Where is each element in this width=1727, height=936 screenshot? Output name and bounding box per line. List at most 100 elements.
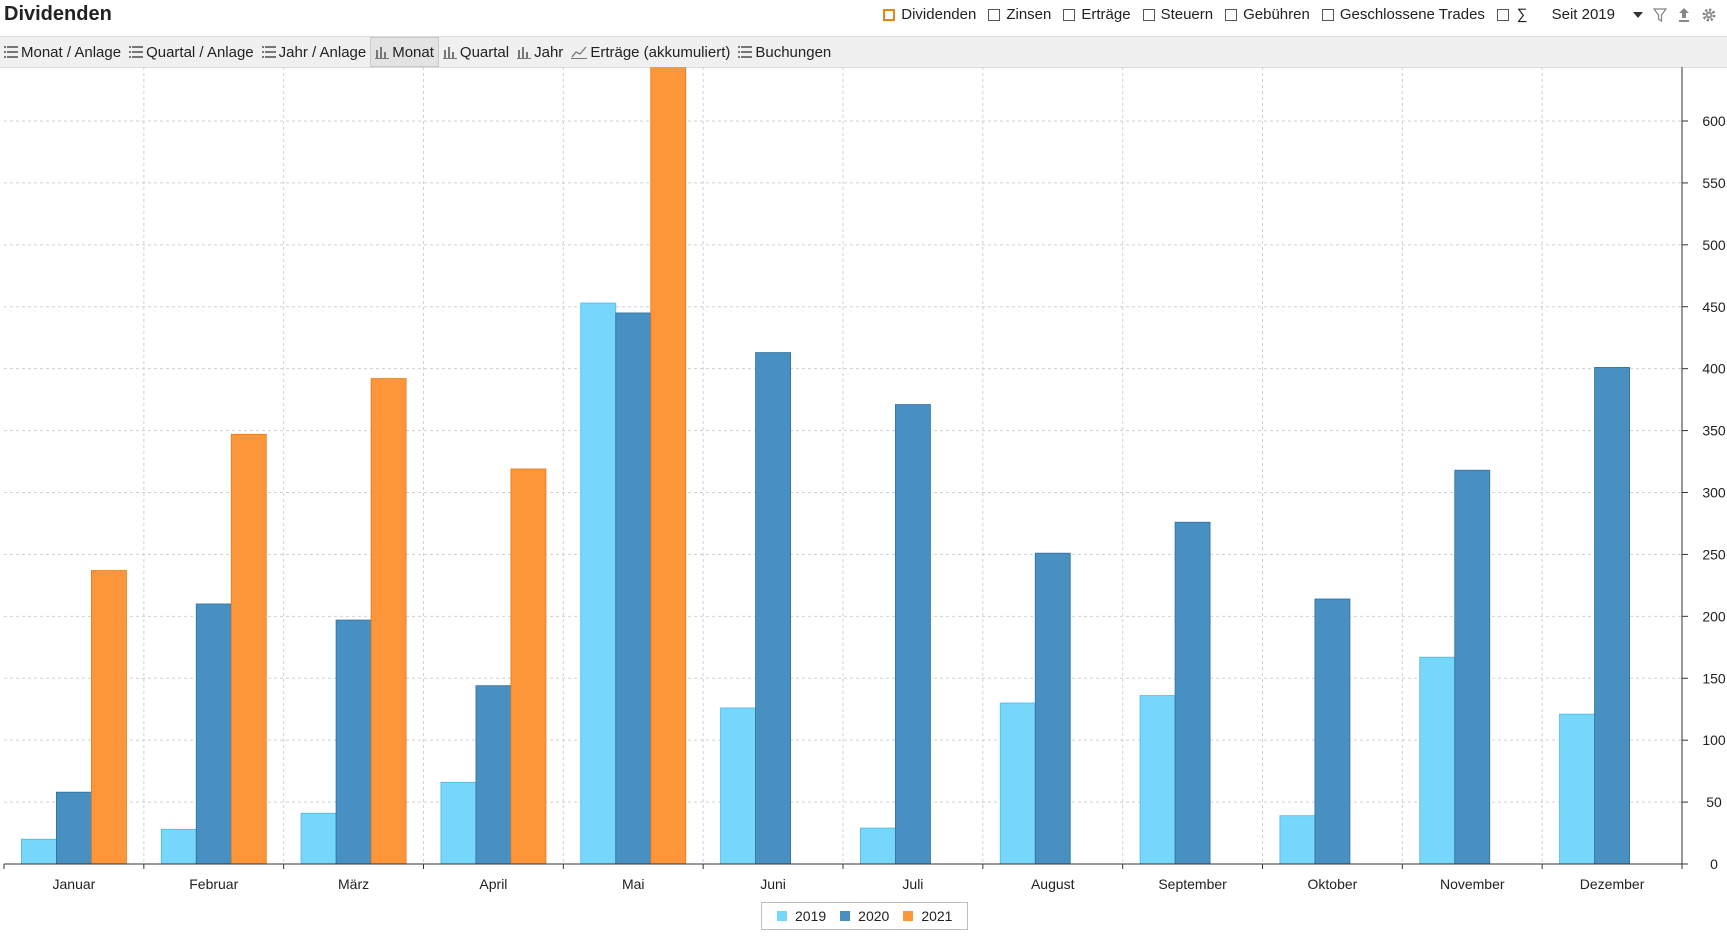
page-title: Dividenden	[4, 3, 112, 25]
y-tick-label: 500	[1702, 237, 1726, 253]
export-icon[interactable]	[1677, 7, 1691, 23]
legend-swatch-2020	[840, 911, 851, 921]
bar-2020-2	[335, 619, 372, 865]
x-tick-label: Mai	[622, 876, 645, 892]
bar-2019-5	[720, 707, 756, 865]
y-tick-label: 0	[1710, 856, 1718, 872]
bar-2020-3	[475, 685, 512, 865]
filter-zinsen[interactable]: Zinsen	[988, 6, 1051, 23]
filter-steuern[interactable]: Steuern	[1142, 6, 1214, 23]
legend-label: 2019	[795, 908, 827, 924]
bar-2021-2	[370, 378, 407, 865]
gear-icon[interactable]	[1701, 7, 1717, 23]
x-tick-label: April	[479, 876, 507, 892]
y-tick-label: 300	[1702, 485, 1726, 501]
bar-2020-7	[1034, 552, 1071, 865]
tab-label: Erträge (akkumuliert)	[590, 43, 731, 61]
filter-icon[interactable]	[1653, 7, 1667, 23]
bar-2020-0	[56, 791, 92, 865]
bar-2021-3	[510, 468, 547, 865]
tab-label: Jahr	[534, 43, 564, 61]
x-tick-label: Juni	[760, 876, 786, 892]
bar-2020-4	[615, 312, 652, 865]
period-label: Seit 2019	[1551, 6, 1615, 23]
filter-label: Dividenden	[901, 6, 977, 23]
bar-2019-7	[999, 702, 1036, 865]
line-chart-icon	[571, 45, 588, 59]
y-tick-label: 250	[1702, 546, 1726, 562]
header-bar: Dividenden Dividenden Zinsen Erträge Ste…	[0, 0, 1727, 34]
bar-2021-1	[230, 433, 267, 865]
bar-2019-10	[1419, 656, 1456, 865]
tab-label: Quartal	[459, 43, 510, 61]
filter-geschlossene-trades[interactable]: Geschlossene Trades	[1321, 6, 1485, 23]
tab-label: Quartal / Anlage	[146, 43, 254, 61]
bar-2020-8	[1174, 521, 1211, 865]
x-tick-label: Juli	[902, 876, 923, 892]
filter-dividenden[interactable]: Dividenden	[883, 6, 976, 23]
filter-ertraege[interactable]: Erträge	[1063, 6, 1131, 23]
tab-label: Buchungen	[755, 43, 832, 61]
tab-label: Monat / Anlage	[21, 43, 122, 61]
x-tick-label: November	[1440, 876, 1505, 892]
tab-jahr-anlage[interactable]: Jahr / Anlage	[258, 38, 371, 66]
list-icon	[4, 45, 18, 59]
legend-item-2020[interactable]: 2020	[840, 908, 889, 924]
legend-swatch-2019	[777, 911, 787, 921]
checkbox-steuern[interactable]	[1142, 8, 1155, 21]
y-tick-label: 100	[1702, 732, 1726, 748]
checkbox-geschlossene-trades[interactable]	[1321, 8, 1334, 21]
y-tick-label: 50	[1706, 794, 1722, 810]
sum-symbol: ∑	[1516, 6, 1528, 23]
chart-area: Januar Februar März April Mai Juni Juli August S…	[0, 64, 1727, 931]
bar-2019-0	[21, 838, 57, 865]
legend-label: 2020	[858, 908, 890, 924]
bar-2020-6	[895, 404, 931, 865]
x-tick-label: März	[338, 876, 369, 892]
filter-gebuehren[interactable]: Gebühren	[1225, 6, 1310, 23]
x-tick-label: Dezember	[1580, 876, 1645, 892]
y-tick-label: 600	[1702, 113, 1726, 129]
bar-chart-icon	[442, 45, 457, 59]
bar-2019-6	[860, 827, 896, 865]
checkbox-sum[interactable]	[1496, 8, 1509, 21]
bar-2020-1	[195, 603, 232, 865]
y-tick-label: 400	[1702, 361, 1726, 377]
list-icon	[738, 45, 753, 59]
tab-quartal-anlage[interactable]: Quartal / Anlage	[125, 38, 258, 66]
checkbox-dividenden[interactable]	[883, 8, 896, 21]
tab-jahr[interactable]: Jahr	[513, 38, 567, 66]
tab-buchungen[interactable]: Buchungen	[734, 38, 835, 66]
filter-label: Zinsen	[1006, 6, 1052, 23]
x-tick-label: Februar	[189, 876, 238, 892]
legend-item-2021[interactable]: 2021	[903, 908, 952, 924]
filter-label: Gebühren	[1243, 6, 1310, 23]
legend-swatch-2021	[903, 911, 914, 921]
bar-2019-8	[1139, 695, 1176, 865]
bar-2019-11	[1559, 713, 1595, 865]
legend-label: 2021	[921, 908, 953, 924]
checkbox-gebuehren[interactable]	[1225, 8, 1238, 21]
tab-monat[interactable]: Monat	[370, 37, 439, 67]
filter-label: Steuern	[1160, 6, 1214, 23]
filter-sum[interactable]: ∑	[1496, 6, 1528, 23]
tab-ertraege-akkumuliert[interactable]: Erträge (akkumuliert)	[567, 38, 734, 66]
tab-quartal[interactable]: Quartal	[439, 38, 513, 66]
checkbox-ertraege[interactable]	[1063, 8, 1076, 21]
tab-monat-anlage[interactable]: Monat / Anlage	[0, 38, 125, 66]
bar-2021-4	[650, 64, 687, 865]
period-select[interactable]: Seit 2019	[1552, 6, 1643, 23]
checkbox-zinsen[interactable]	[988, 8, 1001, 21]
list-icon	[129, 45, 144, 59]
legend-item-2019[interactable]: 2019	[777, 908, 826, 924]
x-tick-label: Januar	[53, 876, 96, 892]
bar-2019-2	[300, 812, 337, 865]
y-tick-label: 150	[1702, 670, 1726, 686]
bar-2019-3	[440, 781, 477, 865]
bar-chart-icon	[375, 45, 390, 59]
bar-2020-9	[1314, 598, 1351, 865]
y-tick-label: 550	[1702, 175, 1726, 191]
filter-label: Geschlossene Trades	[1339, 6, 1485, 23]
chart-legend: 2019 2020 2021	[761, 902, 969, 930]
chevron-down-icon[interactable]	[1633, 11, 1643, 18]
